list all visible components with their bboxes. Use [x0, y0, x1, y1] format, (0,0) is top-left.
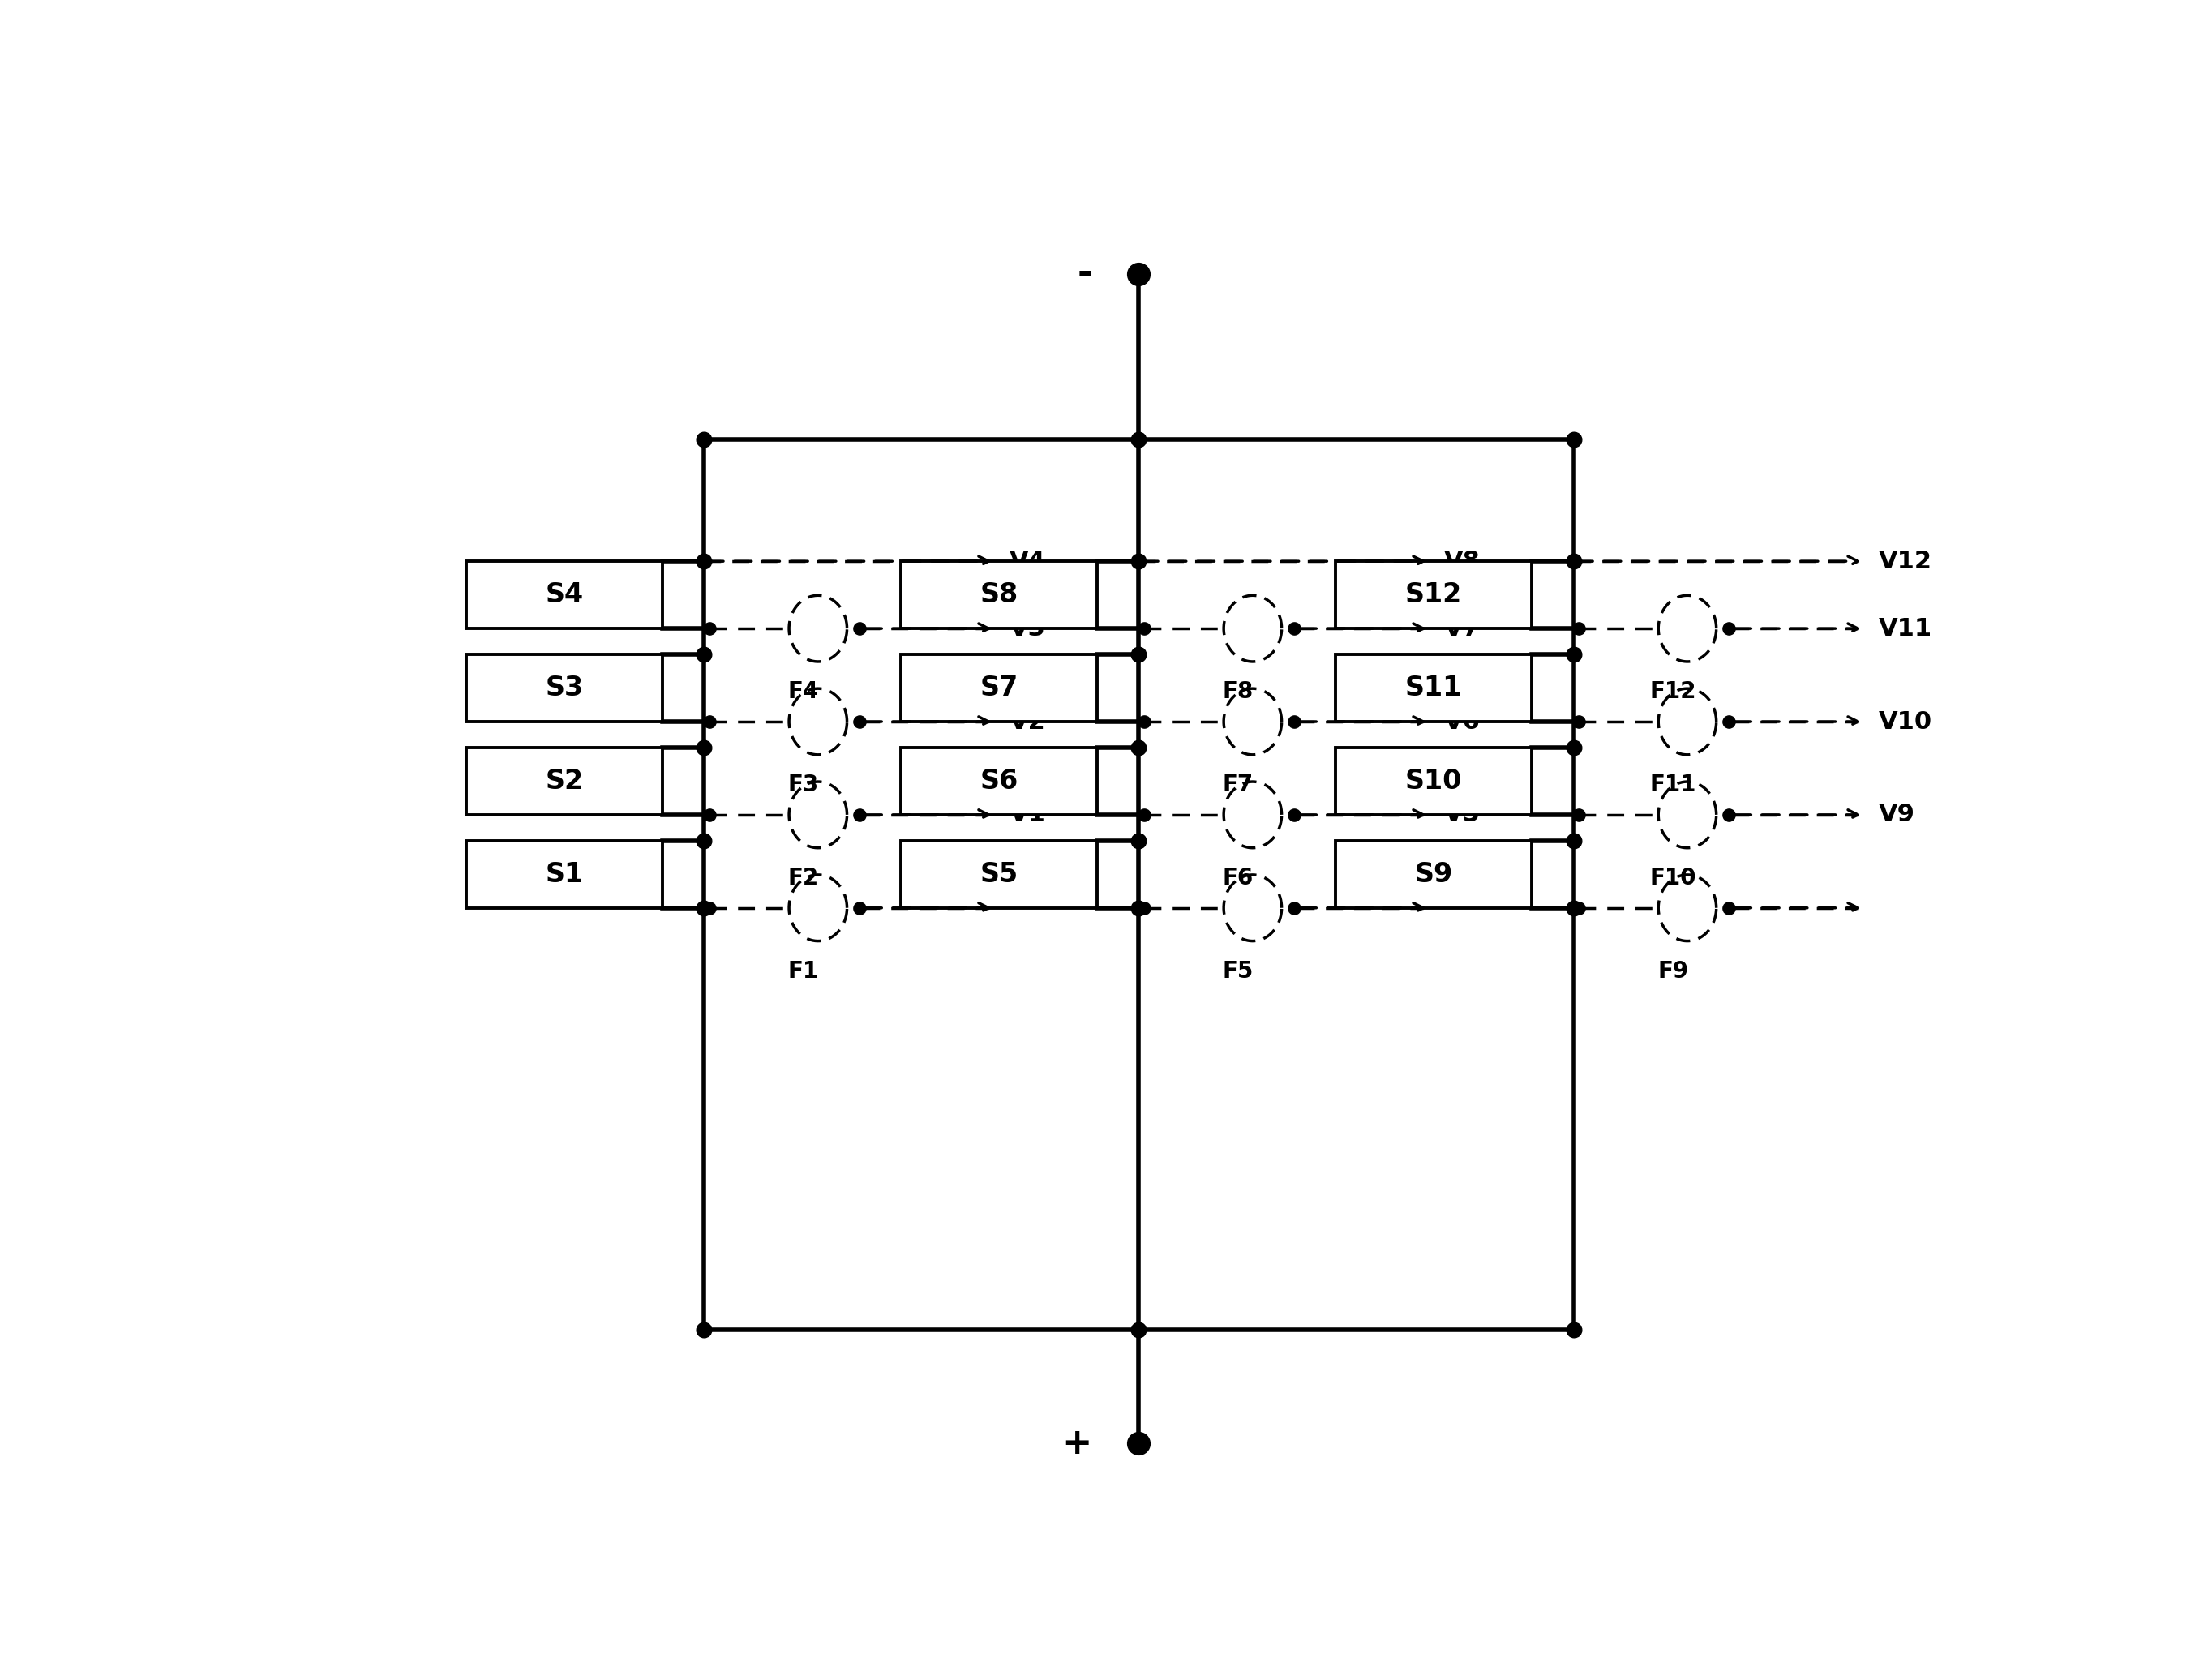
Point [1712, 615, 1747, 642]
Text: F7: F7 [1223, 773, 1254, 796]
Point [1276, 615, 1312, 642]
Text: S5: S5 [980, 860, 1018, 887]
Text: F6: F6 [1223, 867, 1254, 889]
Point [1121, 1430, 1157, 1457]
Point [1121, 260, 1157, 287]
Text: S11: S11 [1405, 675, 1462, 701]
Text: F8: F8 [1223, 680, 1254, 702]
Point [692, 801, 728, 828]
Text: F9: F9 [1657, 959, 1688, 983]
Point [1276, 894, 1312, 921]
Text: V1: V1 [1009, 803, 1046, 827]
FancyBboxPatch shape [467, 655, 664, 722]
Point [1121, 642, 1157, 669]
FancyBboxPatch shape [1336, 655, 1533, 722]
Point [1712, 894, 1747, 921]
Text: +: + [1062, 1426, 1093, 1462]
Point [1121, 734, 1157, 761]
Point [686, 894, 721, 921]
Point [1126, 801, 1161, 828]
Point [843, 615, 878, 642]
Point [843, 801, 878, 828]
Text: F5: F5 [1223, 959, 1254, 983]
Text: -: - [1077, 257, 1093, 291]
Point [692, 894, 728, 921]
Point [1562, 709, 1597, 736]
Point [686, 1315, 721, 1342]
Point [1712, 801, 1747, 828]
FancyBboxPatch shape [1336, 840, 1533, 907]
FancyBboxPatch shape [1336, 748, 1533, 815]
Point [1562, 801, 1597, 828]
Text: V10: V10 [1878, 711, 1933, 734]
Point [686, 827, 721, 853]
FancyBboxPatch shape [900, 561, 1097, 628]
FancyBboxPatch shape [900, 655, 1097, 722]
Text: S7: S7 [980, 675, 1018, 701]
Point [1555, 827, 1590, 853]
FancyBboxPatch shape [1336, 561, 1533, 628]
Text: V9: V9 [1878, 803, 1916, 827]
FancyBboxPatch shape [900, 748, 1097, 815]
Text: V2: V2 [1009, 711, 1046, 734]
Point [1555, 1315, 1590, 1342]
Point [1712, 709, 1747, 736]
Point [1562, 615, 1597, 642]
Text: V3: V3 [1009, 617, 1046, 640]
Text: V4: V4 [1009, 549, 1046, 573]
Text: S9: S9 [1416, 860, 1453, 887]
Text: S3: S3 [546, 675, 584, 701]
Point [1126, 894, 1161, 921]
Point [1555, 642, 1590, 669]
Point [1121, 827, 1157, 853]
Point [686, 548, 721, 575]
Point [1126, 615, 1161, 642]
Text: V6: V6 [1444, 711, 1480, 734]
Point [1126, 709, 1161, 736]
FancyBboxPatch shape [467, 748, 664, 815]
Point [692, 709, 728, 736]
Point [1555, 894, 1590, 921]
Point [843, 894, 878, 921]
Text: F12: F12 [1650, 680, 1697, 702]
Text: F1: F1 [787, 959, 818, 983]
Point [1555, 548, 1590, 575]
Text: F3: F3 [787, 773, 818, 796]
Text: S12: S12 [1405, 581, 1462, 608]
FancyBboxPatch shape [900, 840, 1097, 907]
Text: V12: V12 [1878, 549, 1933, 573]
Text: S2: S2 [546, 768, 584, 795]
Point [1121, 427, 1157, 454]
Text: V5: V5 [1444, 803, 1480, 827]
Point [1121, 548, 1157, 575]
Text: S4: S4 [546, 581, 584, 608]
FancyBboxPatch shape [467, 561, 664, 628]
Text: V7: V7 [1444, 617, 1480, 640]
Point [686, 427, 721, 454]
Point [1276, 801, 1312, 828]
Point [1121, 1315, 1157, 1342]
Text: F10: F10 [1650, 867, 1697, 889]
Text: S10: S10 [1405, 768, 1462, 795]
Point [1562, 894, 1597, 921]
Text: V11: V11 [1878, 617, 1933, 640]
Point [1555, 427, 1590, 454]
Text: S8: S8 [980, 581, 1018, 608]
Point [1555, 734, 1590, 761]
FancyBboxPatch shape [467, 840, 664, 907]
Point [843, 709, 878, 736]
Point [1276, 709, 1312, 736]
Point [686, 642, 721, 669]
Text: S1: S1 [546, 860, 584, 887]
Text: F4: F4 [787, 680, 818, 702]
Text: S6: S6 [980, 768, 1018, 795]
Text: V8: V8 [1444, 549, 1480, 573]
Point [692, 615, 728, 642]
Text: F2: F2 [787, 867, 818, 889]
Point [686, 734, 721, 761]
Text: F11: F11 [1650, 773, 1697, 796]
Point [1121, 894, 1157, 921]
